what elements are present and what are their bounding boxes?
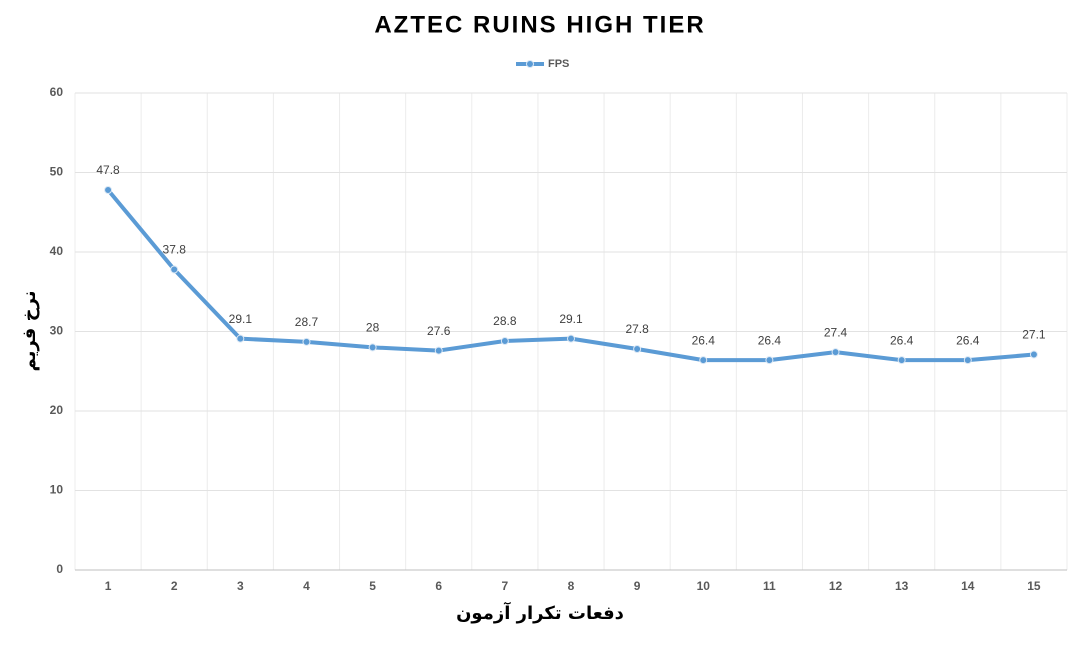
data-label: 28.8 [493,314,517,328]
x-tick-label: 12 [829,579,843,593]
x-tick-label: 5 [369,579,376,593]
x-tick-label: 10 [697,579,711,593]
data-point [236,334,245,343]
data-point [368,343,377,352]
y-axis-title: نرخ فریم [19,290,40,371]
data-point [302,337,311,346]
x-tick-label: 3 [237,579,244,593]
x-tick-label: 1 [105,579,112,593]
data-point [500,337,509,346]
data-label: 27.4 [824,325,848,339]
x-tick-label: 14 [961,579,975,593]
data-label: 26.4 [758,333,782,347]
legend-label: FPS [548,58,569,70]
data-point [170,265,179,274]
data-point [434,346,443,355]
data-point [567,334,575,343]
y-tick-label: 40 [50,244,64,258]
x-tick-label: 15 [1027,579,1041,593]
x-axis-title: دفعات تکرار آزمون [456,601,624,624]
data-label: 26.4 [956,333,980,347]
data-point [831,348,840,357]
data-label: 28.7 [295,315,319,329]
data-label: 29.1 [559,312,583,326]
data-point [633,344,642,353]
data-point [963,356,972,365]
data-label: 47.8 [96,163,120,177]
y-tick-label: 20 [50,403,64,417]
y-tick-label: 60 [50,85,64,99]
y-tick-label: 0 [56,562,63,576]
x-tick-label: 4 [303,579,310,593]
x-tick-label: 7 [502,579,509,593]
data-point [897,356,906,365]
x-tick-label: 8 [568,579,575,593]
x-tick-label: 11 [763,579,776,593]
data-point [699,356,708,365]
chart-title: AZTEC RUINS HIGH TIER [374,11,705,38]
data-label: 28 [366,321,380,335]
x-tick-label: 2 [171,579,178,593]
x-tick-label: 6 [435,579,442,593]
data-label: 29.1 [229,312,253,326]
data-label: 26.4 [890,333,914,347]
data-label: 37.8 [163,243,187,257]
legend-marker [526,60,534,68]
data-label: 26.4 [692,333,716,347]
data-point [1029,350,1038,359]
data-point [104,185,113,194]
x-tick-label: 9 [634,579,641,593]
data-point [765,356,774,365]
data-label: 27.1 [1022,328,1046,342]
y-tick-label: 30 [50,324,64,338]
y-tick-label: 10 [50,483,64,497]
data-label: 27.6 [427,324,451,338]
data-label: 27.8 [625,322,649,336]
y-tick-label: 50 [50,165,64,179]
x-tick-label: 13 [895,579,909,593]
